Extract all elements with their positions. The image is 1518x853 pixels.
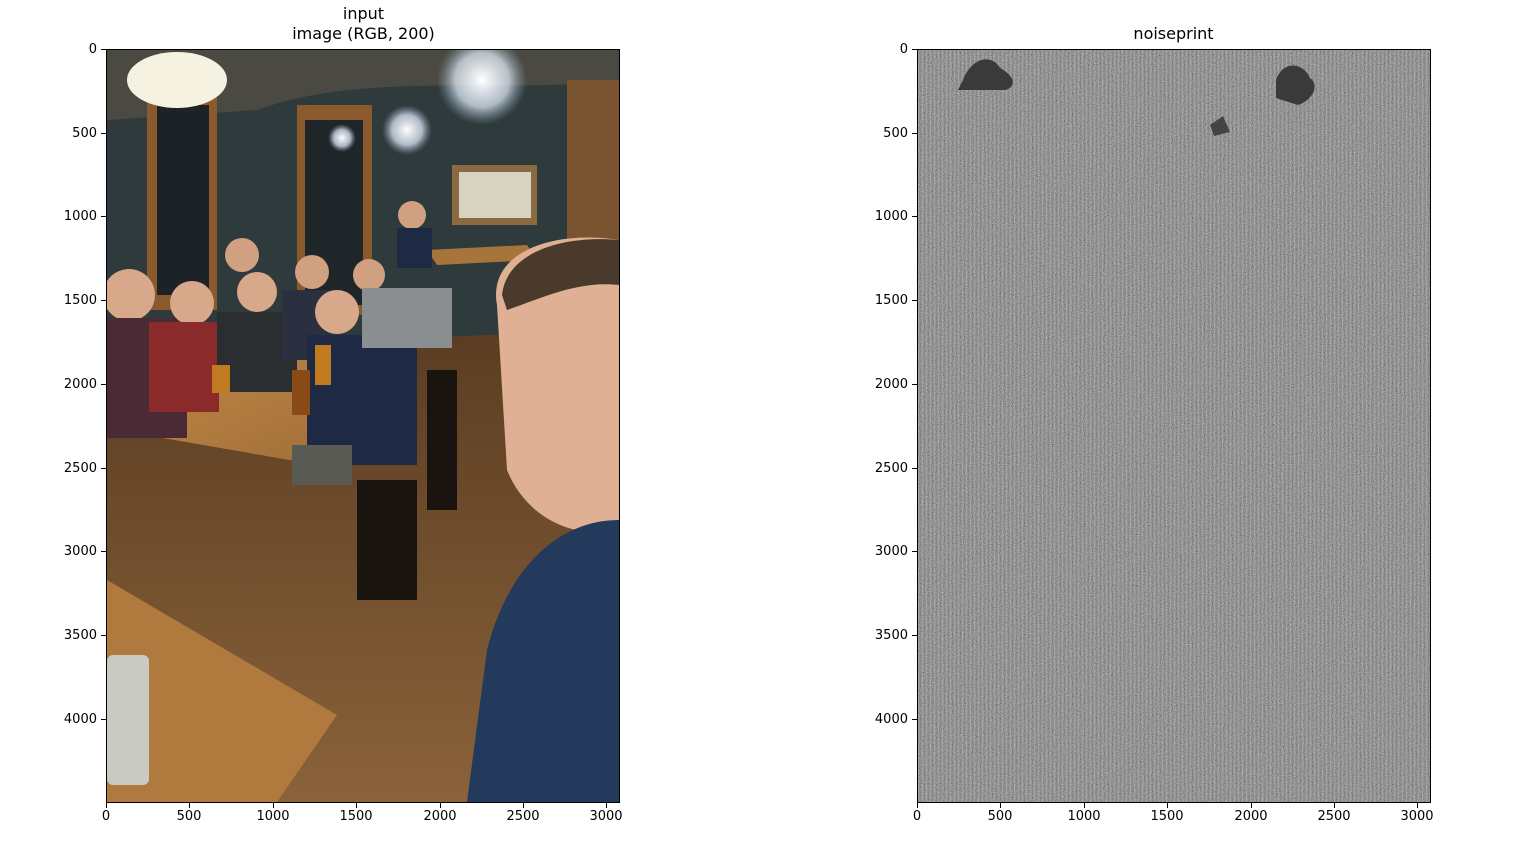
noiseprint-ytick-label: 3000 xyxy=(874,544,908,559)
noiseprint-ytick-label: 1500 xyxy=(874,293,908,308)
input-xtick-mark xyxy=(356,803,357,808)
input-ytick-mark xyxy=(101,300,106,301)
noiseprint-xtick-label: 2500 xyxy=(1317,809,1351,824)
input-ytick-mark xyxy=(101,468,106,469)
noiseprint-xtick-mark xyxy=(1167,803,1168,808)
input-xtick-label: 0 xyxy=(101,809,111,824)
noiseprint-xtick-label: 2000 xyxy=(1234,809,1268,824)
input-ytick-mark xyxy=(101,635,106,636)
input-ytick-label: 2500 xyxy=(63,461,97,476)
input-xtick-label: 1000 xyxy=(256,809,290,824)
input-ytick-mark xyxy=(101,133,106,134)
noiseprint-ytick-label: 2000 xyxy=(874,377,908,392)
noiseprint-ytick-mark xyxy=(912,384,917,385)
noiseprint-ytick-label: 500 xyxy=(883,126,908,141)
noiseprint-ytick-mark xyxy=(912,635,917,636)
input-image-axes xyxy=(106,49,620,803)
input-xtick-mark xyxy=(189,803,190,808)
noiseprint-xtick-mark xyxy=(1334,803,1335,808)
input-xtick-mark xyxy=(606,803,607,808)
input-ytick-mark xyxy=(101,49,106,50)
input-title-line1: input xyxy=(342,4,385,23)
noiseprint-xtick-label: 3000 xyxy=(1400,809,1434,824)
noiseprint-ytick-label: 1000 xyxy=(874,209,908,224)
input-ytick-label: 1000 xyxy=(63,209,97,224)
input-ytick-label: 500 xyxy=(72,126,97,141)
noiseprint-ytick-label: 2500 xyxy=(874,461,908,476)
input-xtick-label: 2500 xyxy=(506,809,540,824)
noiseprint-xtick-mark xyxy=(917,803,918,808)
noiseprint-xtick-label: 0 xyxy=(912,809,922,824)
noiseprint-heatmap xyxy=(918,50,1430,802)
input-ytick-label: 0 xyxy=(88,42,97,57)
noiseprint-xtick-label: 1500 xyxy=(1150,809,1184,824)
input-xtick-mark xyxy=(106,803,107,808)
noiseprint-ytick-mark xyxy=(912,551,917,552)
input-xtick-mark xyxy=(523,803,524,808)
noiseprint-xtick-mark xyxy=(1417,803,1418,808)
input-xtick-label: 1500 xyxy=(339,809,373,824)
input-ytick-label: 4000 xyxy=(63,712,97,727)
noiseprint-xtick-mark xyxy=(1000,803,1001,808)
input-ytick-mark xyxy=(101,719,106,720)
input-xtick-mark xyxy=(440,803,441,808)
input-xtick-label: 500 xyxy=(176,809,202,824)
noiseprint-ytick-mark xyxy=(912,216,917,217)
input-photo xyxy=(107,50,619,802)
noiseprint-xtick-label: 1000 xyxy=(1067,809,1101,824)
noiseprint-ytick-label: 0 xyxy=(899,42,908,57)
input-ytick-mark xyxy=(101,551,106,552)
input-ytick-mark xyxy=(101,384,106,385)
input-ytick-mark xyxy=(101,216,106,217)
noiseprint-xtick-mark xyxy=(1084,803,1085,808)
noiseprint-ytick-mark xyxy=(912,49,917,50)
noiseprint-title: noiseprint xyxy=(1133,24,1214,43)
noiseprint-ytick-label: 4000 xyxy=(874,712,908,727)
noiseprint-ytick-mark xyxy=(912,719,917,720)
input-ytick-label: 2000 xyxy=(63,377,97,392)
noiseprint-axes xyxy=(917,49,1431,803)
noiseprint-xtick-mark xyxy=(1251,803,1252,808)
input-ytick-label: 3000 xyxy=(63,544,97,559)
noiseprint-ytick-mark xyxy=(912,300,917,301)
input-xtick-label: 3000 xyxy=(589,809,623,824)
noiseprint-ytick-label: 3500 xyxy=(874,628,908,643)
input-title-line2: image (RGB, 200) xyxy=(292,24,435,43)
input-ytick-label: 3500 xyxy=(63,628,97,643)
input-xtick-mark xyxy=(273,803,274,808)
input-ytick-label: 1500 xyxy=(63,293,97,308)
noiseprint-ytick-mark xyxy=(912,468,917,469)
noiseprint-ytick-mark xyxy=(912,133,917,134)
input-xtick-label: 2000 xyxy=(423,809,457,824)
noiseprint-xtick-label: 500 xyxy=(987,809,1013,824)
